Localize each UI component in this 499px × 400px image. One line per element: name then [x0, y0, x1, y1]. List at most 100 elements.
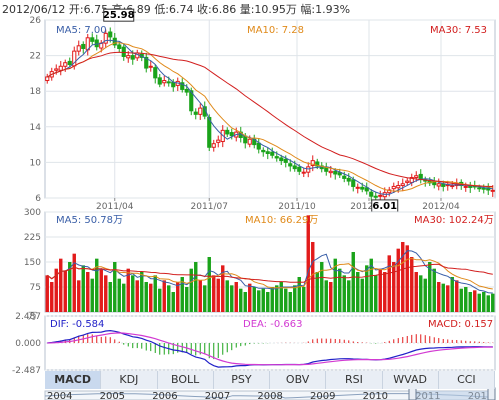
- volume-bar: [450, 277, 454, 312]
- volume-bar: [207, 257, 211, 312]
- quote-low: 低:6.74: [154, 3, 194, 16]
- tab-wvad[interactable]: WVAD: [382, 371, 439, 389]
- candle-body: [207, 116, 212, 148]
- volume-bar: [261, 288, 265, 312]
- volume-bar: [104, 275, 108, 312]
- volume-bar: [252, 287, 256, 312]
- candle-body: [288, 163, 293, 167]
- volume-bar: [374, 275, 378, 312]
- quote-date: 2012/06/12: [2, 3, 66, 16]
- candle-body: [108, 31, 113, 38]
- navigator-year: 2004: [47, 391, 72, 400]
- volume-bar: [365, 265, 369, 312]
- candle-body: [81, 43, 86, 49]
- volume-bar: [320, 262, 324, 312]
- candle-body: [270, 151, 275, 156]
- candle-body: [58, 65, 63, 71]
- tab-obv[interactable]: OBV: [270, 371, 327, 389]
- navigator-year: 2010: [363, 391, 388, 400]
- tab-macd[interactable]: MACD: [45, 371, 102, 389]
- candle-body: [211, 143, 216, 148]
- price-ma10-label: MA10: 7.28: [247, 25, 304, 36]
- macd-y-tick: -2.487: [12, 366, 41, 376]
- tab-cci[interactable]: CCI: [438, 371, 495, 389]
- volume-bar: [225, 280, 229, 312]
- candle-body: [328, 170, 333, 174]
- candle-body: [198, 107, 203, 115]
- candle-body: [418, 173, 423, 179]
- volume-bar: [50, 282, 54, 312]
- candle-body: [103, 32, 108, 44]
- volume-bar: [144, 282, 148, 312]
- volume-bar: [234, 282, 238, 312]
- candle-body: [373, 195, 378, 198]
- candle-body: [90, 37, 95, 42]
- volume-bar: [171, 292, 175, 312]
- volume-bar: [351, 252, 355, 312]
- volume-bar: [410, 257, 414, 312]
- candle-body: [121, 46, 126, 57]
- candle-body: [414, 175, 419, 179]
- quote-change: 幅:1.93%: [300, 3, 351, 16]
- candle-body: [396, 185, 401, 189]
- volume-bar: [77, 280, 81, 312]
- vol-ma30-label: MA30: 102.24万: [414, 215, 494, 226]
- tab-boll[interactable]: BOLL: [157, 371, 214, 389]
- volume-bar: [90, 278, 94, 312]
- volume-bar: [212, 275, 216, 312]
- volume-bar: [140, 272, 144, 312]
- candle-body: [481, 187, 486, 190]
- volume-bar: [176, 282, 180, 312]
- price-y-tick: 14: [30, 123, 42, 133]
- price-ma10-line: [47, 42, 493, 192]
- candle-body: [256, 142, 261, 150]
- navigator-right-handle[interactable]: [487, 387, 496, 400]
- macd-y-tick: 2.487: [15, 312, 41, 322]
- candle-body: [351, 179, 356, 187]
- vol-ma5-label: MA5: 50.78万: [56, 215, 123, 226]
- candle-body: [355, 186, 360, 189]
- volume-bar: [284, 288, 288, 312]
- candle-body: [292, 165, 297, 170]
- candle-body: [297, 166, 302, 172]
- candle-body: [45, 76, 50, 82]
- volume-bar: [221, 265, 225, 312]
- volume-bar: [167, 285, 171, 312]
- candle-body: [274, 156, 279, 159]
- candle-body: [306, 166, 311, 173]
- vol-ma30-line: [46, 263, 493, 283]
- candle-body: [229, 132, 234, 137]
- volume-bar: [266, 292, 270, 312]
- navigator-left-handle[interactable]: [408, 387, 417, 400]
- candle-body: [76, 45, 81, 52]
- volume-bar: [108, 282, 112, 312]
- volume-bar: [446, 285, 450, 312]
- candle-body: [360, 186, 365, 190]
- candle-body: [184, 88, 189, 93]
- price-x-tick: 2012/01: [350, 202, 387, 212]
- candle-body: [153, 67, 158, 79]
- navigator-year: 2009: [310, 391, 335, 400]
- volume-bar: [189, 268, 193, 312]
- vol-ma10-line: [46, 257, 493, 290]
- tab-rsi[interactable]: RSI: [326, 371, 383, 389]
- low-annotation-label: 6.01: [372, 201, 397, 212]
- volume-bar: [180, 277, 184, 312]
- candle-body: [400, 183, 405, 187]
- tab-psy[interactable]: PSY: [213, 371, 270, 389]
- volume-bar: [99, 268, 103, 312]
- volume-bar: [117, 278, 121, 312]
- navigator-year: 2007: [205, 391, 230, 400]
- volume-bar: [311, 242, 315, 312]
- vol-y-tick: 75: [30, 283, 41, 293]
- volume-bar: [194, 262, 198, 312]
- navigator-selection[interactable]: [409, 391, 495, 400]
- vol-y-tick: 300: [24, 208, 41, 218]
- volume-bar: [270, 287, 274, 312]
- volume-bar: [86, 272, 90, 312]
- volume-bar: [275, 285, 279, 312]
- tab-kdj[interactable]: KDJ: [101, 371, 158, 389]
- candle-body: [162, 80, 167, 84]
- volume-bar: [230, 285, 234, 312]
- candle-body: [315, 161, 320, 167]
